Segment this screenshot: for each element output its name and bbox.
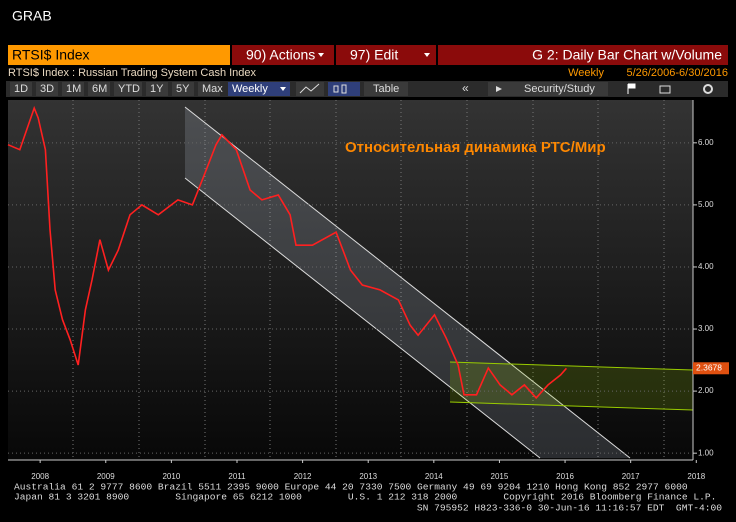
edit-menu[interactable] [336, 45, 436, 65]
edit[interactable]: 97) Edit [350, 47, 398, 63]
period-button[interactable] [146, 82, 168, 96]
frequency[interactable]: Weekly [232, 83, 268, 95]
dropdown-arrow [318, 53, 324, 57]
period-button[interactable] [172, 82, 194, 96]
range-channel [450, 362, 693, 410]
x-tick-label: 2014 [425, 472, 443, 481]
period-label[interactable]: 1Y [150, 83, 164, 95]
study-arrow [496, 86, 502, 92]
x-tick-label: 2015 [491, 472, 509, 481]
chart-name-bar [438, 45, 728, 65]
period-label[interactable]: 5Y [176, 83, 190, 95]
period: Weekly [568, 67, 604, 79]
y-tick-label: 3.00 [698, 324, 714, 333]
y-tick-label: 2.00 [698, 386, 714, 395]
frequency-box[interactable] [228, 82, 290, 96]
date-range: 5/26/2006-6/30/2016 [626, 67, 728, 79]
footer-contacts: Australia 61 2 9777 8600 Brazil 5511 239… [14, 482, 688, 493]
year-dividers [72, 100, 665, 460]
period-button[interactable] [62, 82, 84, 96]
candle-icon [333, 85, 339, 93]
chart-icon[interactable] [659, 85, 671, 94]
x-tick-label: 2008 [31, 472, 49, 481]
table-button[interactable] [364, 82, 408, 96]
dropdown-arrow [280, 87, 286, 91]
x-tick-label: 2010 [162, 472, 180, 481]
security[interactable]: RTSI$ Index [12, 47, 90, 63]
candle-icon [341, 84, 347, 94]
table[interactable]: Table [373, 83, 399, 95]
settings-icon[interactable] [703, 84, 713, 94]
dropdown-arrow [424, 53, 430, 57]
annotation: Относительная динамика РТС/Мир [345, 139, 606, 156]
x-tick-label: 2016 [556, 472, 574, 481]
flag-icon[interactable] [627, 83, 636, 94]
x-tick-label: 2011 [228, 472, 246, 481]
last-value-box [693, 362, 729, 375]
period-buttons: 1D 3D 1M 6M YTD 1Y 5Y Max [10, 82, 223, 96]
description: RTSI$ Index : Russian Trading System Cas… [8, 67, 257, 79]
back-icon[interactable]: « [462, 81, 469, 95]
last-value-label: 2.3678 [696, 363, 722, 373]
period-label[interactable]: 6M [92, 83, 107, 95]
chart: 1.00 2.00 3.00 4.00 5.00 6.00 2008 2009 2010 2011… [7, 105, 729, 481]
line-tool[interactable] [296, 82, 324, 96]
period-button[interactable] [198, 82, 220, 96]
period-label[interactable]: 3D [40, 83, 54, 95]
x-tick-label: 2013 [359, 472, 377, 481]
range-upper [449, 361, 694, 371]
candle-tool[interactable] [328, 82, 360, 96]
period-label[interactable]: 1M [66, 83, 81, 95]
study[interactable]: Security/Study [524, 83, 595, 95]
y-tick-label: 4.00 [698, 262, 714, 271]
x-tick-label: 2012 [294, 472, 312, 481]
app-title: GRAB [12, 8, 52, 24]
study-button[interactable] [488, 82, 608, 96]
range-lower [449, 401, 694, 411]
line-icon [299, 83, 320, 94]
y-tick-label: 6.00 [698, 138, 714, 147]
period-button[interactable] [114, 82, 142, 96]
chart-name: G 2: Daily Bar Chart w/Volume [532, 47, 722, 63]
period-label[interactable]: 1D [14, 83, 28, 95]
x-tick-label: 2018 [687, 472, 705, 481]
actions[interactable]: 90) Actions [246, 47, 315, 63]
period-button[interactable] [10, 82, 32, 96]
period-label[interactable]: Max [202, 83, 223, 95]
footer-session: SN 795952 H823-336-0 30-Jun-16 11:16:57 … [417, 503, 722, 514]
price-line [7, 105, 568, 400]
period-button[interactable] [36, 82, 58, 96]
period-button[interactable] [88, 82, 110, 96]
period-label[interactable]: YTD [118, 83, 140, 95]
plot-area [8, 100, 693, 460]
x-tick-label: 2009 [97, 472, 115, 481]
y-tick-label: 1.00 [698, 448, 714, 457]
x-tick-label: 2017 [622, 472, 640, 481]
y-tick-label: 5.00 [698, 200, 714, 209]
channel-upper [184, 106, 631, 459]
security-box[interactable] [8, 45, 230, 65]
channel-lower [184, 177, 541, 459]
actions-menu[interactable] [232, 45, 334, 65]
footer-contacts: Japan 81 3 3201 8900 Singapore 65 6212 1… [14, 492, 716, 503]
